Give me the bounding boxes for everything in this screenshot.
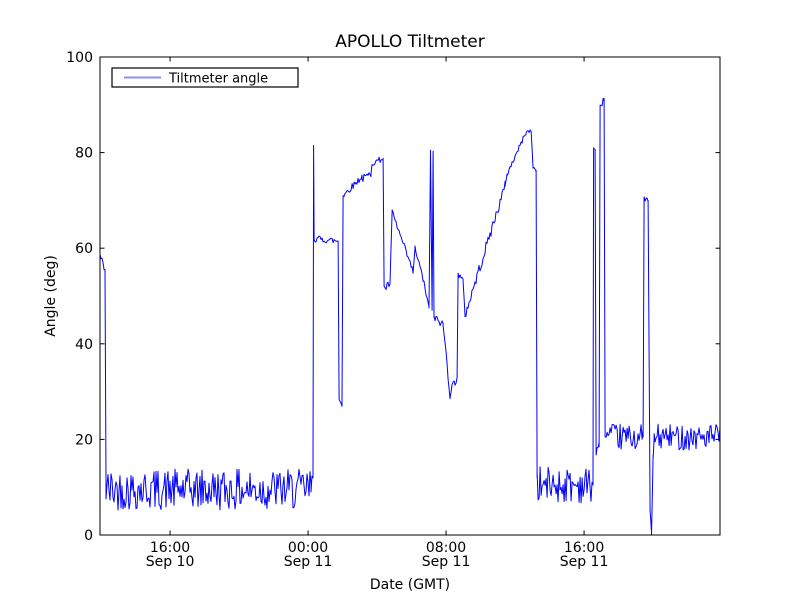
tiltmeter-angle-series-line bbox=[100, 97, 720, 535]
x-tick-label-time: 00:00 bbox=[288, 540, 328, 556]
y-tick-label: 20 bbox=[75, 432, 93, 448]
y-axis-label: Angle (deg) bbox=[43, 255, 59, 337]
x-tick-label-date: Sep 11 bbox=[422, 554, 471, 570]
y-tick-label: 100 bbox=[66, 50, 93, 66]
plot-background bbox=[100, 57, 720, 535]
x-axis-label: Date (GMT) bbox=[370, 577, 450, 593]
y-tick-label: 40 bbox=[75, 337, 93, 353]
x-tick-label-date: Sep 11 bbox=[560, 554, 609, 570]
x-tick-label-time: 16:00 bbox=[564, 540, 604, 556]
plot-frame bbox=[99, 56, 721, 536]
x-tick-label-time: 08:00 bbox=[426, 540, 466, 556]
y-tick-label: 0 bbox=[84, 528, 93, 544]
x-tick-label-date: Sep 11 bbox=[284, 554, 333, 570]
chart-title: APOLLO Tiltmeter bbox=[335, 32, 485, 52]
legend-box bbox=[111, 67, 299, 88]
y-tick-label: 80 bbox=[75, 146, 93, 162]
legend: Tiltmeter angle bbox=[111, 67, 299, 88]
x-tick-label-time: 16:00 bbox=[150, 540, 190, 556]
x-tick-label-date: Sep 10 bbox=[146, 554, 195, 570]
legend-label: Tiltmeter angle bbox=[168, 72, 268, 87]
y-tick-label: 60 bbox=[75, 241, 93, 257]
